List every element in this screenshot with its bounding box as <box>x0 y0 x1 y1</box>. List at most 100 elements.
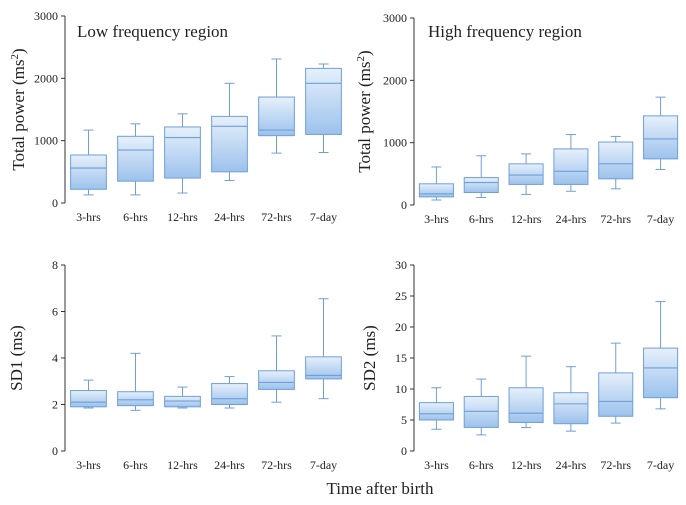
box-6-hrs <box>117 123 154 196</box>
box-72-hrs <box>598 342 634 424</box>
iqr-box <box>258 96 295 137</box>
iqr-box <box>305 67 342 135</box>
x-tick-label: 24-hrs <box>214 458 245 472</box>
iqr-box <box>643 115 679 160</box>
box-3-hrs <box>418 387 454 430</box>
y-tick-label: 3000 <box>34 9 58 23</box>
x-tick-label: 6-hrs <box>123 458 148 472</box>
panel-sd1: 0 2 4 6 8 SD1 (ms) 3-hrs 6-hrs 12-hrs 24-hrs 72-hr… <box>7 258 342 472</box>
x-tick-label: 72-hrs <box>600 458 631 472</box>
panel-sd2: 0 5 10 15 20 25 30 SD2 (ms) 3-hrs 6-hrs 12-hrs 24-h… <box>360 258 679 472</box>
box-24-hrs <box>211 376 248 409</box>
y-tick-label: 10 <box>395 382 407 396</box>
y-tick-label: 0 <box>401 444 407 458</box>
box-3-hrs <box>70 129 107 196</box>
box-12-hrs <box>164 113 201 194</box>
y-tick-label: 1000 <box>34 134 58 148</box>
x-tick-label: 12-hrs <box>511 212 542 226</box>
y-axis-label: SD2 (ms) <box>360 325 379 391</box>
y-tick-label: 30 <box>395 258 407 272</box>
x-tick-label: 3-hrs <box>424 458 449 472</box>
panel-title: Low frequency region <box>77 22 229 41</box>
y-axis-label: Total power (ms2) <box>355 50 374 172</box>
iqr-box <box>164 395 201 408</box>
x-tick-label: 3-hrs <box>76 210 101 224</box>
y-tick-label: 1000 <box>383 136 407 150</box>
box-7-day <box>305 298 342 400</box>
y-tick-label: 15 <box>395 351 407 365</box>
panel-high-frequency: 0 1000 2000 3000 Total power (ms2) High frequ… <box>355 11 679 226</box>
box-24-hrs <box>211 82 248 182</box>
box-3-hrs <box>418 166 454 201</box>
y-tick-label: 2 <box>52 398 58 412</box>
iqr-box <box>305 356 342 380</box>
x-tick-label: 24-hrs <box>214 210 245 224</box>
iqr-box <box>117 135 154 182</box>
iqr-box <box>598 141 634 180</box>
y-axis-label: SD1 (ms) <box>7 325 26 391</box>
x-tick-label: 24-hrs <box>556 212 587 226</box>
y-tick-label: 6 <box>52 305 58 319</box>
iqr-box <box>117 391 154 407</box>
iqr-box <box>598 372 634 417</box>
x-tick-label: 3-hrs <box>424 212 449 226</box>
x-tick-label: 24-hrs <box>556 458 587 472</box>
iqr-box <box>70 390 107 408</box>
box-72-hrs <box>598 135 634 190</box>
y-tick-label: 5 <box>401 413 407 427</box>
y-tick-label: 20 <box>395 320 407 334</box>
x-tick-label: 12-hrs <box>511 458 542 472</box>
iqr-box <box>164 126 201 179</box>
x-tick-label: 6-hrs <box>469 212 494 226</box>
iqr-box <box>418 402 454 421</box>
x-tick-label: 7-day <box>310 210 337 224</box>
box-7-day <box>643 96 679 170</box>
x-tick-label: 7-day <box>647 212 674 226</box>
panel-low-frequency: 0 1000 2000 3000 Total power (ms2) Low freque… <box>9 9 342 224</box>
box-72-hrs <box>258 335 295 403</box>
x-tick-label: 12-hrs <box>167 458 198 472</box>
y-tick-label: 0 <box>52 196 58 210</box>
x-axis-title: Time after birth <box>326 479 434 498</box>
y-tick-label: 2000 <box>34 71 58 85</box>
iqr-box <box>418 183 454 198</box>
box-3-hrs <box>70 379 107 409</box>
y-tick-label: 4 <box>52 351 58 365</box>
y-tick-label: 0 <box>52 444 58 458</box>
panel-title: High frequency region <box>428 22 582 41</box>
iqr-box <box>211 383 248 406</box>
x-tick-label: 6-hrs <box>123 210 148 224</box>
iqr-box <box>553 148 589 185</box>
x-tick-label: 3-hrs <box>76 458 101 472</box>
box-7-day <box>305 63 342 154</box>
box-6-hrs <box>117 352 154 411</box>
iqr-box <box>70 154 107 190</box>
iqr-box <box>463 177 499 194</box>
box-12-hrs <box>508 355 544 428</box>
iqr-box <box>508 387 544 423</box>
box-72-hrs <box>258 58 295 154</box>
x-tick-label: 6-hrs <box>469 458 494 472</box>
y-tick-label: 2000 <box>383 73 407 87</box>
box-24-hrs <box>553 366 589 432</box>
x-tick-label: 7-day <box>310 458 337 472</box>
y-axis-label: Total power (ms2) <box>9 48 28 170</box>
box-12-hrs <box>164 386 201 409</box>
iqr-box <box>211 115 248 173</box>
box-6-hrs <box>463 378 499 436</box>
y-tick-label: 0 <box>401 198 407 212</box>
x-tick-label: 72-hrs <box>261 458 292 472</box>
box-12-hrs <box>508 153 544 195</box>
iqr-box <box>508 163 544 185</box>
x-tick-label: 72-hrs <box>261 210 292 224</box>
iqr-box <box>643 347 679 399</box>
y-tick-label: 25 <box>395 289 407 303</box>
y-tick-label: 8 <box>52 258 58 272</box>
box-7-day <box>643 301 679 410</box>
box-24-hrs <box>553 134 589 192</box>
iqr-box <box>553 392 589 425</box>
y-tick-label: 3000 <box>383 11 407 25</box>
